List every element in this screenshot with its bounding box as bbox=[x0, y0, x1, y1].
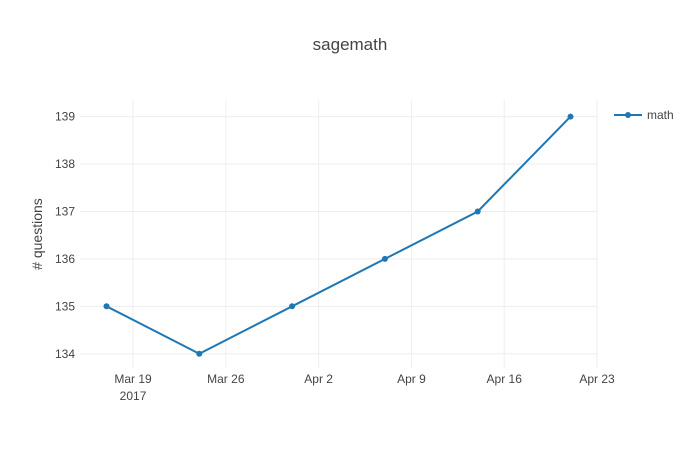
y-tick-label: 134 bbox=[55, 347, 75, 361]
x-tick-label: Mar 19 bbox=[114, 372, 152, 386]
y-tick-label: 138 bbox=[55, 157, 75, 171]
gridlines bbox=[80, 100, 598, 368]
data-point[interactable] bbox=[381, 255, 388, 262]
x-tick-label: Apr 2 bbox=[304, 372, 333, 386]
data-point[interactable] bbox=[567, 113, 574, 120]
series-layer bbox=[103, 113, 574, 357]
legend-marker-math bbox=[625, 112, 631, 118]
y-tick-label: 137 bbox=[55, 204, 75, 218]
x-tick-label: Apr 9 bbox=[397, 372, 426, 386]
data-point[interactable] bbox=[474, 208, 481, 215]
chart-title: sagemath bbox=[313, 35, 388, 54]
y-axis-title: # questions bbox=[29, 198, 45, 270]
y-tick-label: 136 bbox=[55, 252, 75, 266]
series-line-math bbox=[106, 115, 572, 355]
legend-label-math: math bbox=[647, 108, 674, 122]
x-axis-ticks: Mar 19 2017 Mar 26 Apr 2 Apr 9 Apr 16 Apr 23 bbox=[114, 372, 615, 403]
data-point[interactable] bbox=[196, 350, 203, 357]
data-point[interactable] bbox=[289, 303, 296, 310]
x-tick-label: Mar 26 bbox=[207, 372, 245, 386]
legend[interactable]: math bbox=[614, 108, 674, 122]
x-tick-sublabel: 2017 bbox=[120, 389, 147, 403]
y-tick-label: 139 bbox=[55, 110, 75, 124]
x-tick-label: Apr 16 bbox=[487, 372, 523, 386]
data-point[interactable] bbox=[103, 303, 110, 310]
y-axis-ticks: 134 135 136 137 138 139 bbox=[55, 110, 75, 361]
x-tick-label: Apr 23 bbox=[579, 372, 615, 386]
y-tick-label: 135 bbox=[55, 299, 75, 313]
